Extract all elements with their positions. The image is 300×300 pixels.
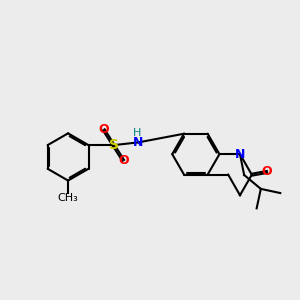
- Text: N: N: [133, 136, 144, 149]
- Text: O: O: [98, 123, 109, 136]
- Text: O: O: [262, 165, 272, 178]
- Text: H: H: [133, 128, 141, 139]
- Text: S: S: [109, 138, 118, 152]
- Text: CH₃: CH₃: [58, 193, 78, 203]
- Text: O: O: [118, 154, 128, 167]
- Text: N: N: [235, 148, 245, 161]
